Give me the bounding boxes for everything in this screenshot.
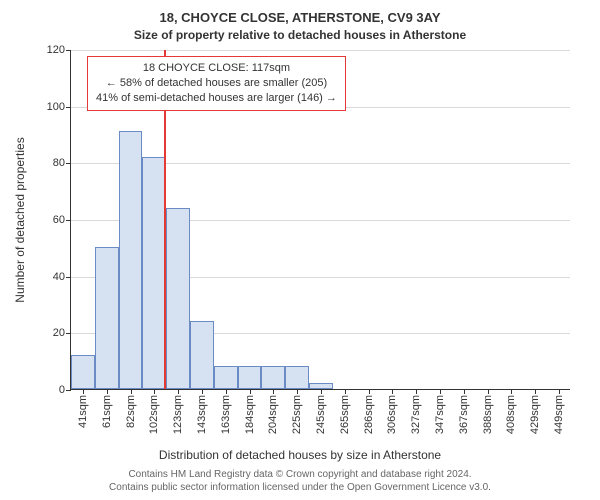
x-tick-mark	[297, 389, 298, 394]
y-tick-label: 40	[53, 271, 71, 283]
x-tick-mark	[321, 389, 322, 394]
x-tick-mark	[392, 389, 393, 394]
x-tick-mark	[178, 389, 179, 394]
y-axis-title: Number of detached properties	[13, 137, 27, 302]
histogram-bar	[166, 208, 190, 389]
histogram-bar	[214, 366, 238, 389]
x-axis-title: Distribution of detached houses by size …	[159, 448, 441, 462]
annotation-line: 41% of semi-detached houses are larger (…	[96, 91, 337, 106]
x-tick-label: 245sqm	[315, 395, 327, 434]
y-tick-label: 0	[59, 384, 71, 396]
title-line-1: 18, CHOYCE CLOSE, ATHERSTONE, CV9 3AY	[0, 10, 600, 25]
plot-area: 02040608010012041sqm61sqm82sqm102sqm123s…	[70, 50, 570, 390]
x-tick-label: 388sqm	[482, 395, 494, 434]
histogram-bar	[71, 355, 95, 389]
x-tick-label: 449sqm	[553, 395, 565, 434]
histogram-bar	[238, 366, 262, 389]
x-tick-mark	[488, 389, 489, 394]
histogram-bar	[119, 131, 143, 389]
x-tick-mark	[369, 389, 370, 394]
footer-line-1: Contains HM Land Registry data © Crown c…	[0, 468, 600, 481]
x-tick-mark	[511, 389, 512, 394]
histogram-bar	[261, 366, 285, 389]
x-tick-mark	[107, 389, 108, 394]
chart-container: 18, CHOYCE CLOSE, ATHERSTONE, CV9 3AY Si…	[0, 0, 600, 500]
x-tick-mark	[226, 389, 227, 394]
y-tick-label: 100	[47, 101, 71, 113]
x-tick-label: 123sqm	[172, 395, 184, 434]
y-tick-label: 60	[53, 214, 71, 226]
x-tick-label: 347sqm	[434, 395, 446, 434]
histogram-bar	[142, 157, 166, 389]
title-line-2: Size of property relative to detached ho…	[0, 28, 600, 42]
x-tick-label: 143sqm	[196, 395, 208, 434]
y-tick-label: 20	[53, 327, 71, 339]
x-tick-mark	[131, 389, 132, 394]
x-tick-label: 184sqm	[244, 395, 256, 434]
x-tick-label: 204sqm	[267, 395, 279, 434]
x-tick-label: 286sqm	[363, 395, 375, 434]
x-tick-label: 367sqm	[458, 395, 470, 434]
histogram-bar	[285, 366, 309, 389]
x-tick-label: 163sqm	[220, 395, 232, 434]
x-tick-mark	[535, 389, 536, 394]
footer: Contains HM Land Registry data © Crown c…	[0, 468, 600, 494]
x-tick-label: 408sqm	[505, 395, 517, 434]
x-tick-label: 265sqm	[339, 395, 351, 434]
x-tick-mark	[202, 389, 203, 394]
x-tick-label: 41sqm	[77, 395, 89, 428]
y-tick-label: 120	[47, 44, 71, 56]
x-tick-label: 429sqm	[529, 395, 541, 434]
x-tick-label: 61sqm	[101, 395, 113, 428]
x-tick-mark	[559, 389, 560, 394]
x-tick-mark	[250, 389, 251, 394]
x-tick-mark	[464, 389, 465, 394]
x-tick-label: 82sqm	[125, 395, 137, 428]
x-tick-mark	[273, 389, 274, 394]
x-tick-label: 327sqm	[410, 395, 422, 434]
y-tick-label: 80	[53, 157, 71, 169]
x-tick-label: 225sqm	[291, 395, 303, 434]
x-tick-mark	[83, 389, 84, 394]
histogram-bar	[190, 321, 214, 389]
annotation-line: ← 58% of detached houses are smaller (20…	[96, 76, 337, 91]
footer-line-2: Contains public sector information licen…	[0, 481, 600, 494]
x-tick-mark	[154, 389, 155, 394]
x-tick-label: 306sqm	[386, 395, 398, 434]
histogram-bar	[95, 247, 119, 389]
x-tick-mark	[440, 389, 441, 394]
annotation-line: 18 CHOYCE CLOSE: 117sqm	[96, 61, 337, 76]
x-tick-mark	[345, 389, 346, 394]
gridline	[71, 50, 570, 51]
annotation-box: 18 CHOYCE CLOSE: 117sqm← 58% of detached…	[87, 56, 346, 111]
x-tick-label: 102sqm	[148, 395, 160, 434]
x-tick-mark	[416, 389, 417, 394]
